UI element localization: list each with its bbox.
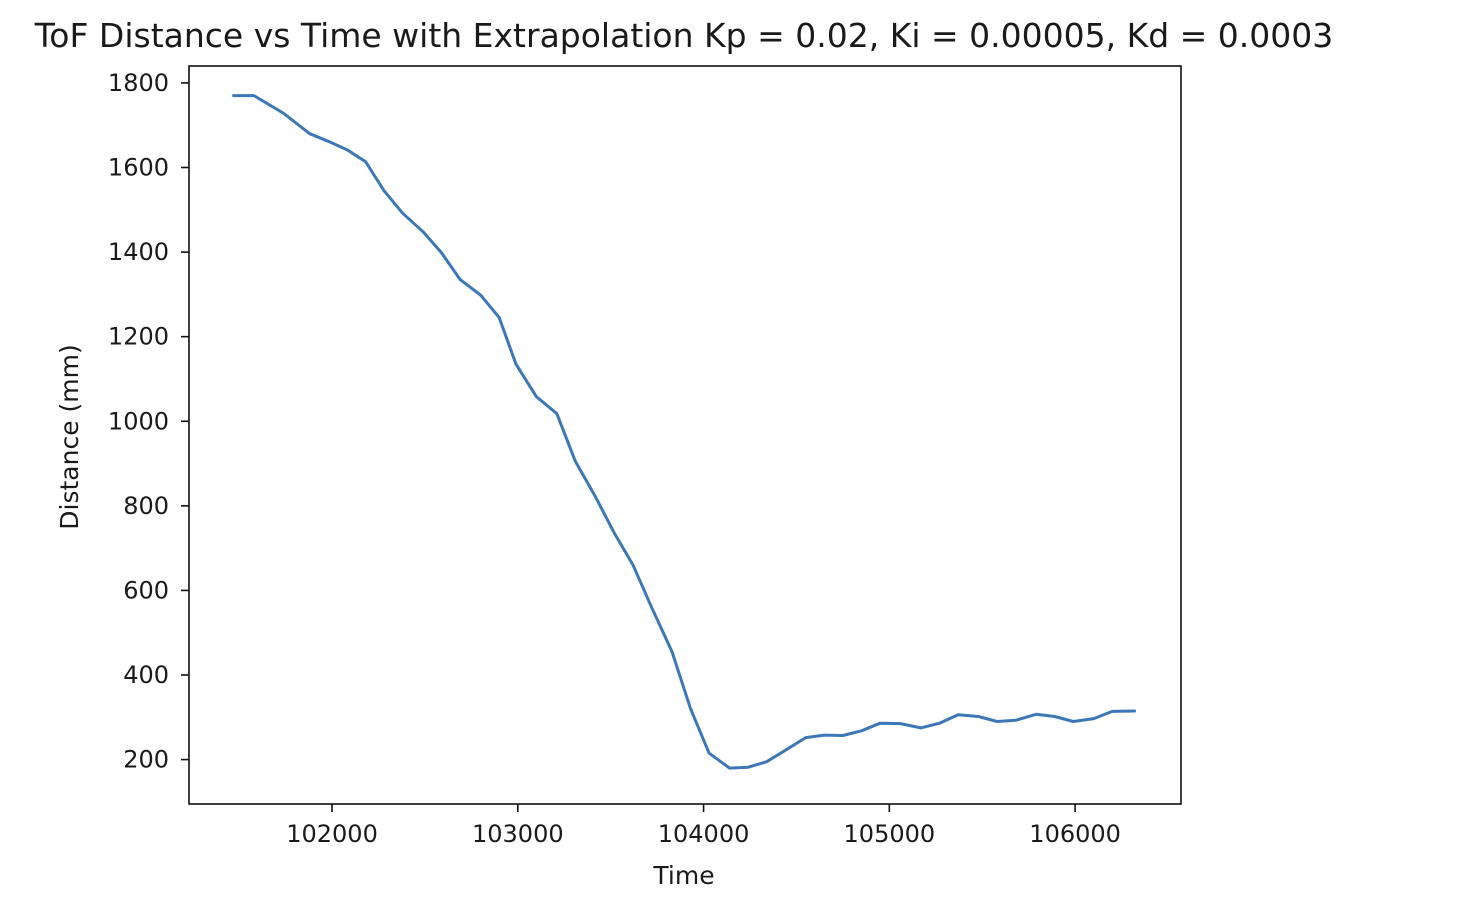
y-tick-label: 1600 [108,154,169,182]
y-tick-label: 200 [123,746,169,774]
y-tick-label: 400 [123,661,169,689]
y-tick-label: 1000 [108,407,169,435]
x-tick-label: 105000 [844,820,936,848]
chart-title: ToF Distance vs Time with Extrapolation … [34,16,1334,55]
y-tick-label: 800 [123,492,169,520]
y-axis-label: Distance (mm) [55,344,84,529]
plot-area-frame [188,65,1182,805]
x-tick-label: 103000 [472,820,564,848]
y-tick-label: 1800 [108,69,169,97]
x-axis-label: Time [652,861,714,890]
distance-series-line [232,94,1137,770]
y-tick-label: 1400 [108,238,169,266]
x-tick-label: 102000 [286,820,378,848]
x-axis-ticks: 102000 103000 104000 105000 106000 [286,804,1121,848]
y-tick-label: 600 [123,576,169,604]
y-tick-label: 1200 [108,323,169,351]
y-axis-ticks: 200 400 600 800 1000 1200 1400 1600 1800 [108,69,189,774]
x-tick-label: 104000 [658,820,750,848]
x-tick-label: 106000 [1029,820,1121,848]
